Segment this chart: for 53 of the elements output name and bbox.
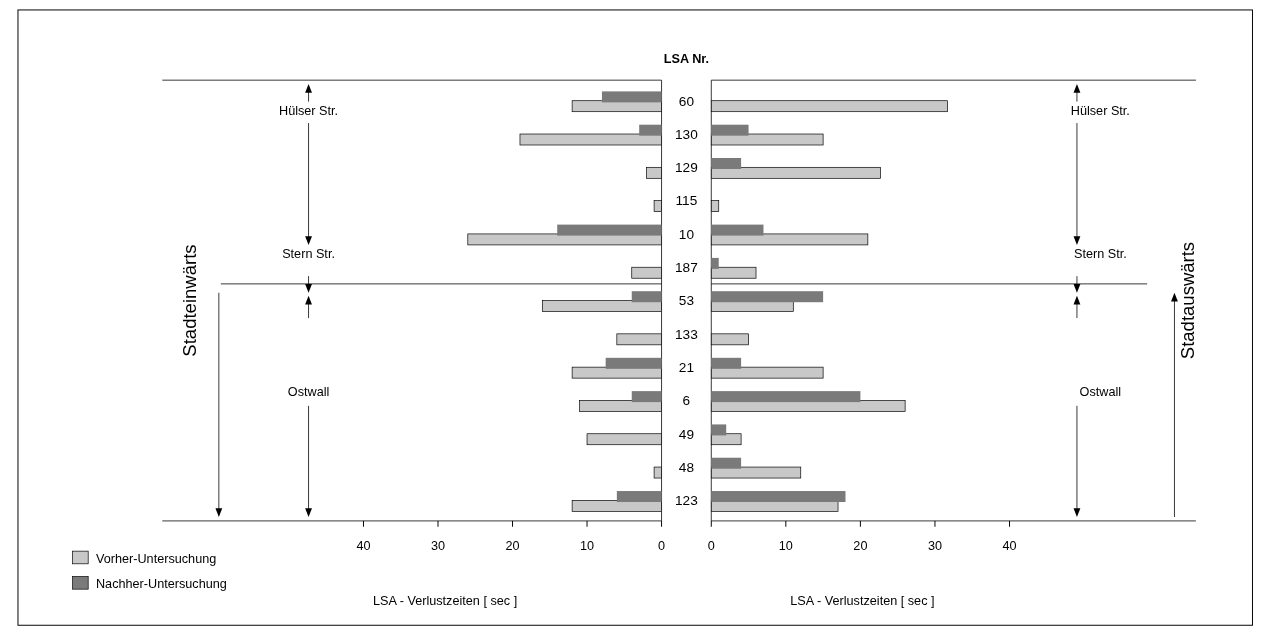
annotation: Stadtauswärts xyxy=(1176,241,1198,360)
x-axis-title: LSA - Verlustzeiten [ sec ] xyxy=(372,593,518,608)
bar xyxy=(711,291,824,303)
bar xyxy=(711,157,742,169)
y-tick-label: 53 xyxy=(678,293,695,309)
bar xyxy=(605,357,662,369)
x-tick-label: 40 xyxy=(356,539,371,554)
annotation: Stern Str. xyxy=(282,246,335,261)
bar xyxy=(711,457,742,469)
annotation: Ostwall xyxy=(1079,385,1122,400)
annotation: Stern Str. xyxy=(1073,246,1127,261)
bar xyxy=(711,424,727,436)
y-tick-label: 187 xyxy=(675,260,698,276)
legend-label: Vorher-Untersuchung xyxy=(95,551,217,566)
bar xyxy=(711,357,742,369)
annotation: Stadteinwärts xyxy=(179,244,201,357)
y-tick-label: 10 xyxy=(678,226,695,242)
bar xyxy=(557,224,662,236)
text: LSA Nr. xyxy=(663,51,710,66)
y-tick-label: 49 xyxy=(678,426,695,442)
bar xyxy=(616,491,662,503)
bar xyxy=(711,391,861,403)
bar xyxy=(711,257,719,269)
x-tick-label: 30 xyxy=(927,539,942,554)
y-tick-label: 130 xyxy=(675,126,699,142)
y-tick-label: 21 xyxy=(678,360,695,376)
legend-label: Nachher-Untersuchung xyxy=(95,577,227,592)
annotation: Hülser Str. xyxy=(1070,104,1130,119)
x-tick-label: 10 xyxy=(778,539,793,554)
bar xyxy=(639,124,662,136)
x-axis-title: LSA - Verlustzeiten [ sec ] xyxy=(790,593,935,608)
x-tick-label: 20 xyxy=(853,539,868,554)
x-tick-label: 10 xyxy=(580,539,595,554)
y-tick-label: 48 xyxy=(678,459,695,475)
annotation: Ostwall xyxy=(287,385,330,400)
x-tick-label: 0 xyxy=(707,539,715,554)
y-tick-label: 60 xyxy=(678,93,695,109)
x-tick-label: 0 xyxy=(658,539,666,554)
bar xyxy=(631,391,662,403)
bar xyxy=(711,124,749,136)
y-tick-label: 129 xyxy=(675,160,698,176)
x-tick-label: 40 xyxy=(1002,539,1017,554)
y-tick-label: 123 xyxy=(675,493,698,509)
annotation: Hülser Str. xyxy=(279,104,339,119)
y-tick-label: 115 xyxy=(675,193,698,209)
x-tick-label: 30 xyxy=(430,539,446,554)
bar xyxy=(601,91,662,103)
bar xyxy=(711,224,764,236)
y-tick-label: 133 xyxy=(675,326,698,342)
y-tick-label: 6 xyxy=(682,393,691,409)
bar xyxy=(711,491,846,503)
x-tick-label: 20 xyxy=(505,539,520,554)
bar xyxy=(631,291,662,303)
